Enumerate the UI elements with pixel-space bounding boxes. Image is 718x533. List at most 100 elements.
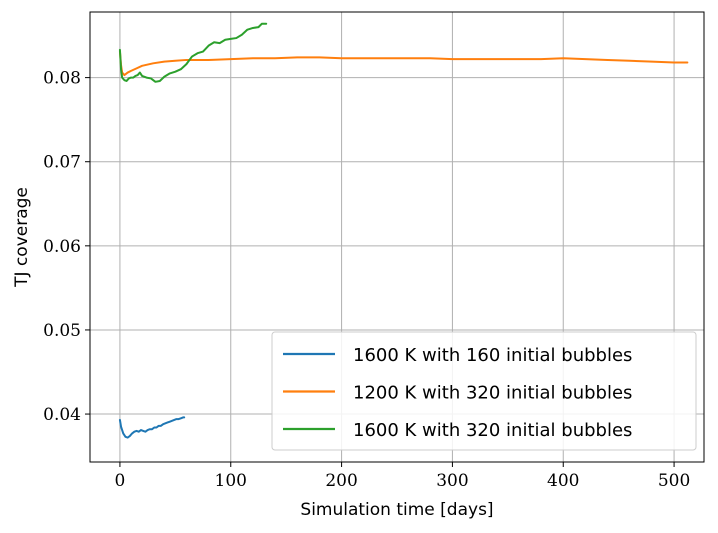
data-point xyxy=(169,421,171,423)
data-point xyxy=(562,57,564,59)
series-lines xyxy=(118,22,689,439)
data-point xyxy=(629,60,631,62)
data-point xyxy=(257,26,260,28)
data-point xyxy=(171,420,173,422)
series-group xyxy=(118,22,268,83)
data-point xyxy=(241,34,243,36)
data-point xyxy=(122,432,124,434)
data-point xyxy=(125,80,128,82)
data-point xyxy=(163,76,165,78)
data-point xyxy=(123,79,125,81)
data-point xyxy=(451,58,454,60)
data-point xyxy=(265,23,267,25)
data-point xyxy=(124,436,127,438)
legend-label: 1200 K with 320 initial bubbles xyxy=(353,383,632,404)
data-point xyxy=(129,435,131,437)
legend-item: 1200 K with 320 initial bubbles xyxy=(283,383,632,404)
data-point xyxy=(139,71,141,74)
data-point xyxy=(152,62,154,64)
data-point xyxy=(162,423,164,425)
data-point xyxy=(219,42,221,44)
x-axis-label: Simulation time [days] xyxy=(300,500,493,520)
data-point xyxy=(230,38,232,40)
data-point xyxy=(496,58,498,60)
data-point xyxy=(166,421,169,424)
legend-label: 1600 K with 320 initial bubbles xyxy=(353,420,632,441)
data-point xyxy=(518,58,520,60)
data-point xyxy=(185,63,188,65)
y-tick-label: 0.05 xyxy=(43,321,81,341)
data-point xyxy=(252,57,254,59)
data-point xyxy=(296,56,298,59)
plot-frame xyxy=(89,11,705,463)
x-tick-label: 300 xyxy=(436,471,468,491)
y-tick-label: 0.08 xyxy=(43,69,81,89)
data-point xyxy=(230,58,232,60)
x-tick-label: 500 xyxy=(658,471,690,491)
data-point xyxy=(137,74,139,76)
data-point xyxy=(178,418,180,420)
data-point xyxy=(119,419,121,421)
data-point xyxy=(120,68,122,70)
x-tick-label: 200 xyxy=(325,471,357,491)
data-point xyxy=(169,72,171,74)
data-point xyxy=(138,431,140,433)
y-tick-label: 0.06 xyxy=(43,237,81,257)
data-point xyxy=(159,80,161,82)
data-point xyxy=(385,57,387,59)
data-point xyxy=(213,41,215,43)
x-tick-label: 400 xyxy=(547,471,579,491)
data-point xyxy=(133,431,135,433)
data-point xyxy=(473,58,476,60)
data-point xyxy=(235,37,237,39)
data-point xyxy=(183,416,185,419)
data-point xyxy=(429,57,431,59)
data-point xyxy=(261,23,263,25)
data-point xyxy=(207,59,210,61)
legend: 1600 K with 160 initial bubbles 1200 K wi… xyxy=(271,331,697,451)
data-point xyxy=(584,58,587,60)
data-point xyxy=(196,52,199,54)
data-point xyxy=(252,27,254,29)
data-point xyxy=(160,425,162,427)
data-point xyxy=(224,39,226,41)
data-point xyxy=(155,426,158,429)
data-point xyxy=(134,75,137,77)
data-point xyxy=(174,60,176,62)
data-point xyxy=(131,432,133,434)
data-point xyxy=(174,71,176,73)
data-point xyxy=(144,431,147,433)
data-point xyxy=(175,418,178,420)
data-point xyxy=(150,77,152,80)
data-point xyxy=(180,417,182,419)
data-point xyxy=(141,65,143,67)
data-point xyxy=(191,55,193,58)
data-point xyxy=(121,77,123,79)
data-point xyxy=(163,61,165,63)
data-point xyxy=(142,430,144,432)
data-point xyxy=(340,57,343,59)
data-point xyxy=(120,426,122,428)
data-point xyxy=(147,429,149,431)
data-point xyxy=(180,68,182,70)
y-axis-label: TJ coverage xyxy=(12,187,32,288)
data-point xyxy=(540,58,542,60)
y-tick-label: 0.04 xyxy=(43,405,81,425)
legend-item: 1600 K with 160 initial bubbles xyxy=(283,345,632,366)
data-point xyxy=(164,422,166,424)
data-point xyxy=(127,437,129,439)
data-point xyxy=(145,77,148,79)
data-point xyxy=(135,430,138,432)
data-point xyxy=(202,50,204,53)
data-point xyxy=(686,61,688,64)
data-point xyxy=(158,425,160,427)
data-point xyxy=(123,74,125,76)
data-point xyxy=(130,77,132,79)
data-point xyxy=(651,61,653,63)
data-point xyxy=(141,75,143,77)
data-point xyxy=(135,67,138,69)
data-point xyxy=(407,57,409,59)
series-line xyxy=(118,416,186,439)
data-point xyxy=(128,77,130,80)
